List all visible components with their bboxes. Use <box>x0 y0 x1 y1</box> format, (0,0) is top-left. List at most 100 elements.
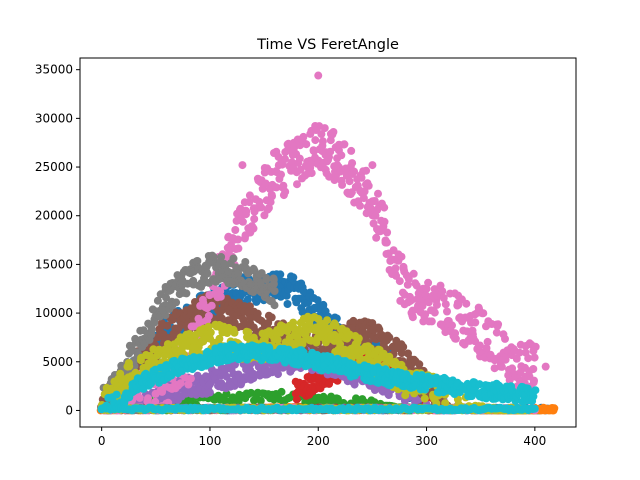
data-point <box>182 289 191 298</box>
data-point <box>244 307 253 316</box>
data-point <box>382 238 391 247</box>
data-point <box>354 334 363 343</box>
data-point <box>391 264 400 273</box>
data-point <box>135 393 144 402</box>
data-point <box>326 147 335 156</box>
data-point <box>408 313 417 322</box>
data-point <box>265 344 274 353</box>
data-point <box>112 390 121 399</box>
data-point <box>497 362 506 371</box>
data-point <box>216 292 225 301</box>
data-point <box>358 327 367 335</box>
data-point <box>404 274 413 283</box>
data-point <box>262 275 271 284</box>
data-point <box>242 207 251 216</box>
data-point <box>263 205 272 214</box>
data-point <box>318 141 327 150</box>
data-point <box>492 328 501 337</box>
data-point <box>116 369 125 378</box>
data-point <box>350 167 359 176</box>
data-point <box>397 349 406 358</box>
data-point <box>148 325 156 334</box>
data-point <box>339 140 348 149</box>
data-point <box>313 296 322 305</box>
data-point <box>292 395 301 404</box>
data-point <box>345 331 353 340</box>
data-point <box>269 280 278 288</box>
data-point <box>363 179 372 188</box>
data-point <box>413 295 422 303</box>
data-point <box>215 334 224 343</box>
data-point <box>471 318 480 327</box>
data-point <box>267 190 276 199</box>
data-point <box>474 303 483 312</box>
data-point <box>261 179 270 188</box>
data-point <box>234 269 243 278</box>
data-point <box>349 316 358 325</box>
data-point <box>420 312 429 321</box>
data-point <box>368 319 377 328</box>
data-point <box>370 197 379 205</box>
data-point <box>245 191 254 200</box>
data-point <box>241 258 250 266</box>
data-point <box>273 335 282 344</box>
data-point <box>162 293 171 302</box>
data-point <box>415 360 424 369</box>
data-point <box>150 318 159 327</box>
data-point <box>270 287 279 295</box>
data-point <box>515 348 524 357</box>
data-point <box>359 194 368 203</box>
data-point <box>380 203 389 212</box>
data-point <box>204 311 213 320</box>
data-point <box>529 365 538 373</box>
data-point <box>293 180 301 189</box>
data-point <box>323 316 332 325</box>
chart-title: Time VS FeretAngle <box>256 37 399 53</box>
data-point <box>249 224 258 233</box>
data-point <box>469 333 478 342</box>
data-point <box>127 346 136 355</box>
data-point <box>276 270 285 279</box>
data-point <box>462 299 471 308</box>
data-point <box>512 354 521 363</box>
data-point <box>166 286 175 295</box>
data-point <box>277 170 285 179</box>
data-point <box>283 300 292 308</box>
data-point <box>256 396 265 405</box>
data-point <box>309 146 318 155</box>
data-point <box>347 146 356 155</box>
data-point <box>482 344 491 353</box>
data-point <box>420 394 429 403</box>
data-point <box>125 362 134 371</box>
data-point <box>424 278 433 287</box>
data-point <box>468 326 477 335</box>
data-point <box>207 301 216 310</box>
points-layer <box>96 71 559 415</box>
data-point <box>337 151 346 160</box>
data-point <box>209 253 218 261</box>
data-point <box>422 284 431 293</box>
data-point <box>374 189 382 198</box>
data-point <box>362 166 371 175</box>
data-point <box>257 203 266 212</box>
data-point <box>345 177 354 186</box>
data-point <box>441 300 450 309</box>
data-point <box>383 228 392 237</box>
data-point <box>247 388 255 397</box>
data-point <box>270 301 279 310</box>
data-point <box>530 376 538 385</box>
data-point <box>439 294 448 302</box>
data-point <box>430 308 439 317</box>
data-point <box>281 155 289 164</box>
data-point <box>172 298 181 307</box>
data-point <box>432 300 441 309</box>
data-point <box>205 388 214 397</box>
data-point <box>438 287 447 296</box>
data-point <box>357 173 366 182</box>
data-point <box>524 354 533 363</box>
data-point <box>234 235 242 244</box>
data-point <box>367 204 376 213</box>
data-point <box>348 159 357 168</box>
data-point <box>501 334 509 343</box>
